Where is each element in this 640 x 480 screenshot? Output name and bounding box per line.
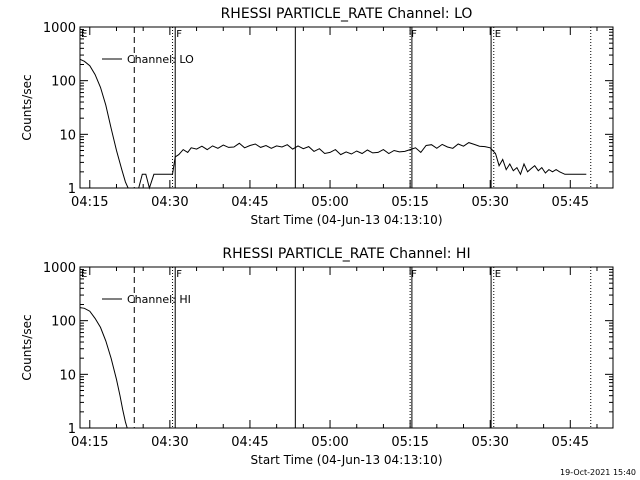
x-tick-label: 04:15 [71, 435, 108, 450]
x-tick-label: 05:45 [552, 435, 589, 450]
x-axis-label: Start Time (04-Jun-13 04:13:10) [251, 453, 443, 467]
y-tick-label: 1000 [43, 261, 76, 276]
x-tick-label: 05:15 [391, 195, 428, 210]
x-tick-label: 05:00 [311, 435, 348, 450]
y-tick-label: 1 [68, 422, 76, 437]
y-tick-label: 1 [68, 182, 76, 197]
event-marker-label: E [495, 269, 501, 280]
plot-frame [79, 266, 614, 429]
y-tick-label: 100 [51, 315, 76, 330]
x-axis-label: Start Time (04-Jun-13 04:13:10) [251, 213, 443, 227]
legend-label: Channel: LO [127, 53, 194, 66]
y-tick-label: 1000 [43, 21, 76, 36]
x-tick-label: 05:00 [311, 195, 348, 210]
event-marker-label: F [411, 269, 417, 280]
footer-timestamp: 19-Oct-2021 15:40 [560, 468, 636, 477]
y-tick-label: 10 [59, 128, 76, 143]
y-axis-label: Counts/sec [20, 314, 34, 380]
plot-frame [79, 26, 614, 189]
legend-label: Channel: HI [127, 293, 191, 306]
x-tick-label: 04:30 [151, 435, 188, 450]
x-tick-label: 04:45 [231, 435, 268, 450]
x-tick-label: 05:30 [471, 195, 508, 210]
event-marker-label: F [176, 269, 182, 280]
x-tick-label: 05:30 [471, 435, 508, 450]
x-tick-label: 04:45 [231, 195, 268, 210]
x-tick-label: 05:15 [391, 435, 428, 450]
y-tick-label: 100 [51, 75, 76, 90]
chart-title: RHESSI PARTICLE_RATE Channel: HI [222, 246, 470, 262]
event-marker-label: E [81, 269, 87, 280]
chart-panel-1: RHESSI PARTICLE_RATE Channel: LO Start Ti… [20, 6, 614, 227]
series-line [79, 307, 128, 429]
event-marker-label: F [176, 29, 182, 40]
chart-title: RHESSI PARTICLE_RATE Channel: LO [221, 6, 473, 22]
y-tick-label: 10 [59, 368, 76, 383]
event-marker-label: E [495, 29, 501, 40]
event-marker-label: F [411, 29, 417, 40]
x-tick-label: 04:15 [71, 195, 108, 210]
series-line [79, 58, 587, 190]
x-tick-label: 05:45 [552, 195, 589, 210]
x-tick-label: 04:30 [151, 195, 188, 210]
y-axis-label: Counts/sec [20, 74, 34, 140]
event-marker-label: E [81, 29, 87, 40]
chart-panel-2: RHESSI PARTICLE_RATE Channel: HI Start Ti… [20, 246, 614, 467]
